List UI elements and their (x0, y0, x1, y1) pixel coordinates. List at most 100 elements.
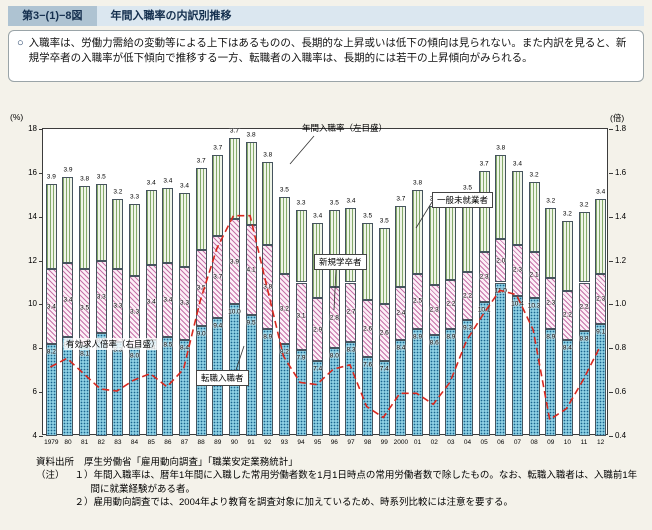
bar-label-shinki: 3.4 (163, 296, 173, 304)
bar-label-ippan: 3.4 (179, 182, 190, 190)
bar-label-tenshoku: 8.9 (446, 333, 456, 341)
bar-segment-ippan (278, 196, 290, 274)
bar-segment-tenshoku (278, 343, 290, 436)
footer-notes: 資料出所 厚生労働省「雇用動向調査」「職業安定業務統計」 （注） １）年間入職率… (36, 456, 644, 510)
bar-segment-ippan (511, 170, 523, 246)
bar-segment-tenshoku (395, 339, 407, 436)
bar-label-tenshoku: 10.0 (228, 308, 241, 316)
bar-label-shinki: 3.4 (146, 298, 156, 306)
bar-label-ippan: 3.5 (279, 186, 289, 194)
bar-label-ippan: 3.7 (229, 127, 239, 135)
left-axis-tick-mark (39, 304, 43, 306)
bar-segment-ippan (195, 168, 207, 250)
bar-label-shinki: 2.0 (496, 257, 506, 265)
bar-segment-ippan (428, 205, 440, 285)
bar-label-ippan: 3.7 (213, 144, 223, 152)
bar-label-tenshoku: 9.3 (462, 324, 473, 332)
bar-label-shinki: 3.3 (130, 308, 140, 316)
bar-label-ippan: 3.8 (246, 131, 256, 139)
annotation-shinki-gakusotsusha: 新規学卒者 (314, 254, 367, 270)
bar-segment-ippan (395, 205, 407, 287)
bar-label-ippan: 3.2 (113, 188, 123, 196)
bar-label-shinki: 2.6 (363, 325, 373, 333)
bar-segment-tenshoku (179, 339, 190, 436)
figure-header: 第3−(1)−8図 年間入職率の内訳別推移 (8, 6, 644, 26)
bar-label-shinki: 3.3 (113, 302, 123, 310)
bar-label-ippan: 3.3 (130, 193, 140, 201)
right-axis-tick-mark (609, 304, 613, 306)
bar-segment-tenshoku (262, 328, 274, 436)
right-axis-tick-label: 1.8 (615, 124, 627, 133)
year-label: 89 (214, 439, 222, 446)
bar-label-ippan: 3.9 (46, 173, 56, 181)
bar-label-tenshoku: 8.0 (130, 352, 140, 360)
bar-label-ippan: 3.7 (196, 157, 206, 165)
year-label: 02 (430, 439, 438, 446)
notes-list: １）年間入職率は、暦年1年間に入職した常用労働者数を1月1日時点の常用労働者数で… (75, 469, 644, 509)
year-label: 99 (380, 439, 388, 446)
bar-segment-tenshoku (79, 346, 91, 436)
bar-label-tenshoku: 8.4 (179, 344, 190, 351)
left-axis-tick-mark (39, 172, 43, 174)
annotation-annual-hiring-rate: 年間入職率（左目盛） (302, 123, 388, 133)
right-axis-tick-label: 0.8 (615, 343, 627, 353)
bar-label-ippan: 3.5 (363, 212, 373, 220)
source-label: 資料出所 (36, 457, 75, 468)
annotation-ippan-mishugyosha: 一般未就業者 (432, 192, 494, 208)
right-axis-tick-mark (609, 392, 613, 394)
year-label: 1979 (44, 439, 59, 446)
bar-segment-tenshoku (129, 348, 141, 436)
bar-label-tenshoku: 7.4 (379, 365, 389, 373)
year-label: 80 (64, 439, 72, 446)
year-label: 82 (97, 439, 105, 446)
year-label: 11 (580, 439, 588, 446)
bar-segment-tenshoku (145, 339, 157, 436)
bar-segment-ippan (561, 221, 573, 292)
bar-segment-ippan (545, 207, 557, 279)
bar-label-shinki: 2.6 (379, 329, 389, 337)
year-label: 92 (264, 439, 272, 446)
bar-label-shinki: 2.3 (546, 299, 556, 307)
bar-segment-tenshoku (511, 295, 523, 436)
bar-segment-tenshoku (545, 328, 557, 436)
bar-label-ippan: 3.7 (396, 195, 406, 203)
bar-segment-tenshoku (62, 337, 74, 436)
bar-segment-tenshoku (578, 330, 590, 436)
bar-label-ippan: 3.4 (346, 197, 356, 205)
left-axis-tick-label: 4 (32, 431, 37, 440)
year-label: 87 (180, 439, 189, 446)
left-axis-tick-mark (39, 392, 43, 394)
bar-segment-tenshoku (328, 348, 340, 436)
bar-segment-ippan (478, 170, 490, 252)
bar-segment-tenshoku (362, 357, 374, 436)
year-label: 98 (363, 439, 372, 446)
right-axis-unit: (倍) (610, 113, 625, 123)
bar-segment-ippan (262, 161, 274, 246)
bar-label-shinki: 3.8 (263, 283, 273, 291)
bar-segment-ippan (228, 137, 240, 219)
bar-label-shinki: 2.7 (346, 308, 356, 316)
bar-label-shinki: 3.1 (296, 312, 306, 320)
year-label: 97 (347, 439, 355, 446)
year-label: 81 (80, 439, 89, 446)
bar-label-shinki: 3.9 (229, 258, 239, 266)
bar-label-ippan: 3.8 (413, 179, 423, 187)
year-label: 86 (164, 439, 172, 446)
bar-label-tenshoku: 8.3 (346, 346, 356, 354)
bar-segment-tenshoku (445, 328, 457, 436)
bar-segment-tenshoku (595, 324, 607, 436)
bar-segment-ippan (179, 192, 190, 268)
bar-label-shinki: 2.8 (329, 314, 339, 322)
bar-label-ippan: 3.8 (496, 144, 506, 152)
bar-label-shinki: 2.1 (529, 271, 539, 279)
bar-label-ippan: 3.4 (313, 212, 323, 220)
summary-text: 入職率は、労働力需給の変動等による上下はあるものの、長期的な上昇或いは低下の傾向… (28, 37, 627, 65)
bar-label-tenshoku: 7.6 (363, 361, 373, 369)
bar-segment-tenshoku (345, 341, 357, 436)
bar-label-ippan: 3.4 (512, 160, 522, 168)
note-label: （注） (36, 470, 65, 482)
right-axis-tick-label: 0.6 (615, 387, 627, 397)
bar-segment-ippan (112, 199, 124, 270)
year-label: 85 (147, 439, 155, 446)
bar-label-ippan: 3.5 (96, 173, 106, 181)
